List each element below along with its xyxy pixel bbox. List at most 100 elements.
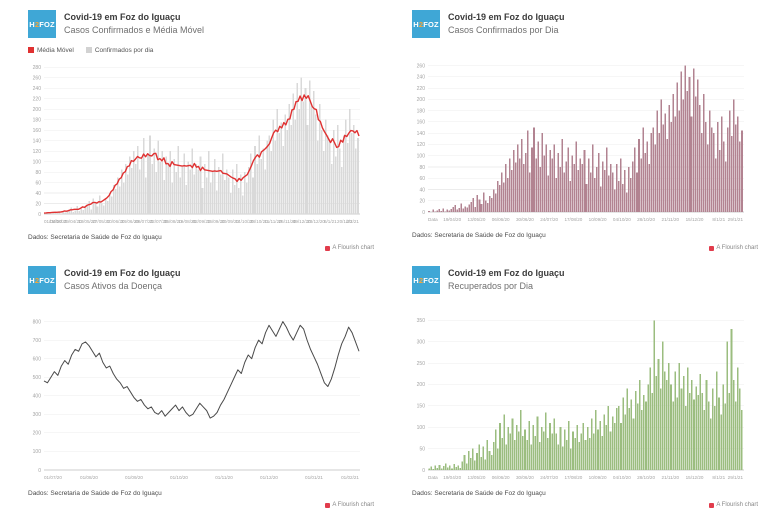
svg-text:150: 150: [417, 404, 426, 410]
svg-text:29/1/21: 29/1/21: [728, 475, 744, 480]
svg-text:800: 800: [33, 319, 42, 325]
svg-text:16/09/20: 16/09/20: [207, 219, 225, 224]
svg-text:100: 100: [417, 154, 426, 160]
svg-text:02/09/20: 02/09/20: [193, 219, 211, 224]
flourish-icon: [709, 502, 715, 508]
svg-text:100: 100: [33, 449, 42, 455]
svg-text:140: 140: [33, 138, 42, 144]
chart-legend: Média Móvel Confirmados por dia: [28, 46, 360, 54]
chart-card-confirmados-por-dia: H 2 FOZ Covid-19 em Foz do Iguaçu Casos Co…: [384, 0, 768, 256]
svg-text:140: 140: [417, 131, 426, 137]
svg-text:20/1/21: 20/1/21: [337, 219, 353, 224]
h2foz-logo: H 2 FOZ: [412, 10, 440, 38]
svg-text:120: 120: [417, 142, 426, 148]
flourish-credit-link[interactable]: A Flourish chart: [325, 502, 374, 508]
flourish-icon: [325, 502, 331, 508]
svg-text:Data: Data: [428, 217, 438, 222]
chart-header: H 2 FOZ Covid-19 em Foz do Iguaçu Casos Co…: [412, 10, 744, 38]
svg-text:0: 0: [38, 468, 41, 474]
svg-text:20: 20: [419, 199, 425, 205]
h2foz-logo: H 2 FOZ: [412, 266, 440, 294]
svg-text:06/06/20: 06/06/20: [492, 217, 510, 222]
svg-text:120: 120: [33, 149, 42, 155]
svg-text:60: 60: [35, 180, 41, 186]
svg-text:280: 280: [33, 65, 42, 71]
svg-text:180: 180: [33, 117, 42, 123]
svg-text:27/05/20: 27/05/20: [92, 219, 110, 224]
svg-text:700: 700: [33, 338, 42, 344]
svg-text:13/05/20: 13/05/20: [468, 475, 486, 480]
svg-text:200: 200: [33, 431, 42, 437]
svg-text:10/09/20: 10/09/20: [589, 475, 607, 480]
svg-text:01/07/20: 01/07/20: [44, 475, 62, 480]
chart-title: Covid-19 em Foz do Iguaçu: [448, 268, 565, 278]
svg-text:19/04/20: 19/04/20: [443, 475, 461, 480]
svg-text:2/2/21: 2/2/21: [346, 219, 359, 224]
svg-text:8/1/21: 8/1/21: [712, 475, 725, 480]
svg-text:29/1/21: 29/1/21: [728, 217, 744, 222]
svg-text:01/11/20: 01/11/20: [215, 475, 233, 480]
chart-subtitle: Casos Ativos da Doença: [64, 280, 163, 291]
svg-text:30/06/20: 30/06/20: [516, 475, 534, 480]
svg-text:180: 180: [417, 108, 426, 114]
svg-text:28/10/20: 28/10/20: [637, 475, 655, 480]
legend-swatch-gray: [85, 47, 92, 53]
svg-text:6/1/21: 6/1/21: [324, 219, 337, 224]
svg-text:25/11/20: 25/11/20: [279, 219, 297, 224]
data-source: Dados: Secretaria de Saúde de Foz do Igu…: [28, 490, 162, 497]
svg-text:220: 220: [33, 96, 42, 102]
chart-subtitle: Casos Confirmados e Média Móvel: [64, 24, 205, 35]
legend-item-media-movel: Média Móvel: [28, 47, 74, 54]
svg-text:160: 160: [417, 120, 426, 126]
svg-text:160: 160: [33, 128, 42, 134]
svg-text:01/01/21: 01/01/21: [305, 475, 323, 480]
confirmed-and-average-chart: 0 20 40 60 80 100 120 140 160 180 200 220 240 260 280 0…: [33, 65, 360, 224]
svg-text:600: 600: [33, 356, 42, 362]
chart-title: Covid-19 em Foz do Iguaçu: [64, 12, 181, 22]
svg-text:21/11/20: 21/11/20: [662, 475, 680, 480]
h2foz-logo: H 2 FOZ: [28, 266, 56, 294]
svg-text:300: 300: [33, 412, 42, 418]
chart-card-confirmados-media-movel: H 2 FOZ Covid-19 em Foz do Iguaçu Casos Co…: [0, 0, 384, 256]
flourish-icon: [709, 245, 715, 251]
chart-title: Covid-19 em Foz do Iguaçu: [448, 12, 565, 22]
chart-title: Covid-19 em Foz do Iguaçu: [64, 268, 181, 278]
svg-text:250: 250: [417, 361, 426, 367]
svg-text:28/10/20: 28/10/20: [250, 219, 268, 224]
legend-item-confirmados: Confirmados por dia: [85, 47, 153, 54]
chart-card-recuperados-por-dia: H 2 FOZ Covid-19 em Foz do Iguaçu Recupera…: [384, 256, 768, 513]
svg-text:40: 40: [35, 191, 41, 197]
flourish-icon: [325, 245, 331, 251]
flourish-credit-link[interactable]: A Flourish chart: [709, 502, 758, 508]
flourish-credit-link[interactable]: A Flourish chart: [709, 245, 758, 251]
svg-text:260: 260: [33, 76, 42, 82]
svg-text:04/10/20: 04/10/20: [613, 217, 631, 222]
svg-text:0: 0: [38, 212, 41, 218]
svg-text:30/09/20: 30/09/20: [221, 219, 239, 224]
h2foz-logo: H 2 FOZ: [28, 10, 56, 38]
svg-text:04/10/20: 04/10/20: [613, 475, 631, 480]
svg-text:100: 100: [417, 425, 426, 431]
svg-text:15/12/20: 15/12/20: [686, 217, 704, 222]
svg-text:15/12/20: 15/12/20: [686, 475, 704, 480]
svg-text:240: 240: [417, 75, 426, 81]
flourish-credit-link[interactable]: A Flourish chart: [325, 245, 374, 251]
recovered-per-day-chart: 0 50 100 150 200 250 300 350 Data 19/04/20 13/05/2…: [417, 318, 744, 480]
svg-text:350: 350: [417, 318, 426, 324]
svg-text:11/11/20: 11/11/20: [264, 219, 282, 224]
svg-text:01/02/21: 01/02/21: [341, 475, 359, 480]
svg-text:60: 60: [419, 176, 425, 182]
svg-text:09/12/20: 09/12/20: [293, 219, 311, 224]
svg-text:200: 200: [417, 382, 426, 388]
svg-text:500: 500: [33, 375, 42, 381]
chart-card-casos-ativos: H 2 FOZ Covid-19 em Foz do Iguaçu Casos At…: [0, 256, 384, 513]
active-cases-chart: 0 100 200 300 400 500 600 700 800 01/07/20 01/08/2…: [33, 319, 360, 480]
data-source: Dados: Secretaria de Saúde de Foz do Igu…: [412, 490, 546, 497]
svg-text:8/1/21: 8/1/21: [712, 217, 725, 222]
confirmed-per-day-chart: 0 20 40 60 80 100 120 140 160 180 200 220 240 260 Data…: [417, 63, 744, 222]
svg-text:24/06/20: 24/06/20: [121, 219, 139, 224]
svg-text:01/04/20: 01/04/20: [44, 219, 62, 224]
svg-text:17/08/20: 17/08/20: [564, 475, 582, 480]
svg-text:20: 20: [35, 201, 41, 207]
